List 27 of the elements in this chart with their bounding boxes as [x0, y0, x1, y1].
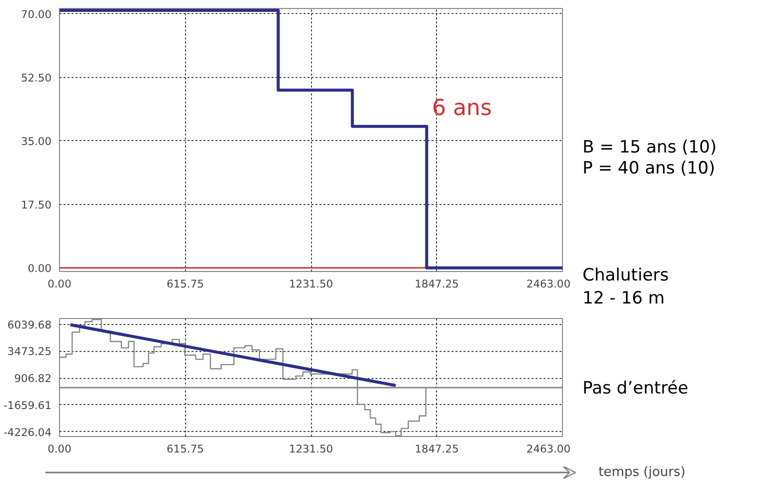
y-tick-label: 17.50	[20, 198, 52, 212]
text: Chalutiers	[582, 266, 669, 286]
x-tick-label: 0.00	[48, 278, 72, 290]
x-tick-label: 1231.50	[288, 278, 334, 290]
x-tick-label: 1847.25	[414, 442, 459, 456]
annotation: 6 ans	[432, 96, 492, 121]
x-tick-label: 2463.00	[526, 442, 571, 456]
y-tick-label: 35.00	[20, 134, 52, 148]
text: 12 - 16 m	[582, 288, 665, 308]
y-tick-label: 70.00	[20, 8, 52, 21]
y-tick-label: -1659.61	[4, 398, 52, 412]
text: B = 15 ans (10)	[582, 138, 717, 158]
y-tick-label: 52.50	[20, 71, 52, 84]
y-tick-label: 6039.68	[7, 318, 52, 332]
text: Pas d’entrée	[582, 378, 688, 398]
text: P = 40 ans (10)	[582, 158, 716, 178]
x-tick-label: 615.75	[166, 278, 204, 290]
x-axis-title: temps (jours)	[598, 465, 686, 480]
x-tick-label: 1231.50	[288, 442, 334, 456]
y-tick-label: -4226.04	[4, 426, 52, 439]
y-tick-label: 906.82	[14, 372, 52, 386]
x-tick-label: 2463.00	[526, 278, 571, 290]
x-tick-label: 1847.25	[414, 278, 459, 290]
x-tick-label: 0.00	[48, 442, 72, 456]
y-tick-label: 0.00	[28, 262, 52, 275]
x-tick-label: 615.75	[166, 442, 204, 456]
y-tick-label: 3473.25	[7, 345, 52, 358]
